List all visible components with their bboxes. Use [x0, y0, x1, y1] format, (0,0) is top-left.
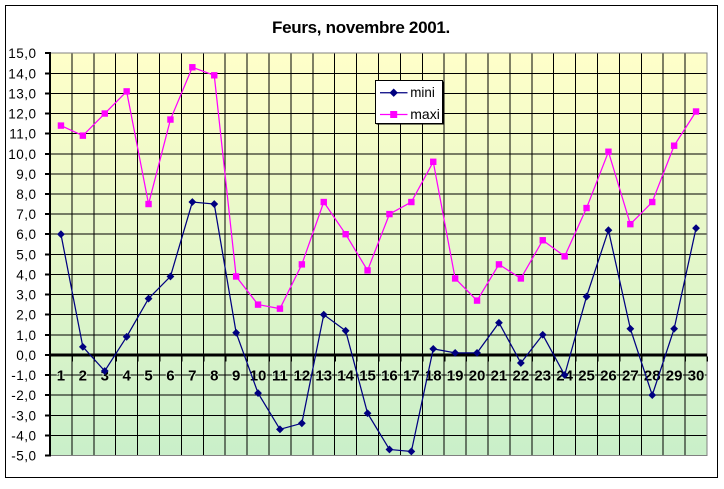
svg-text:1: 1 — [57, 368, 65, 385]
svg-text:-1,0: -1,0 — [11, 368, 36, 383]
svg-text:13: 13 — [315, 368, 332, 385]
svg-text:-2,0: -2,0 — [11, 388, 36, 403]
svg-text:17: 17 — [403, 368, 420, 385]
svg-text:14: 14 — [337, 368, 354, 385]
svg-text:11: 11 — [272, 368, 288, 385]
svg-text:9: 9 — [232, 368, 240, 385]
svg-text:8: 8 — [210, 368, 218, 385]
svg-text:21: 21 — [491, 368, 508, 385]
svg-text:9,0: 9,0 — [16, 167, 36, 182]
svg-text:7,0: 7,0 — [16, 207, 36, 222]
svg-text:12,0: 12,0 — [8, 107, 36, 122]
svg-text:0,0: 0,0 — [16, 348, 36, 363]
svg-text:23: 23 — [534, 368, 551, 385]
svg-text:6: 6 — [166, 368, 174, 385]
svg-text:13,0: 13,0 — [8, 86, 36, 101]
svg-text:maxi: maxi — [410, 106, 440, 122]
svg-text:30: 30 — [688, 368, 705, 385]
svg-text:Feurs, novembre 2001.: Feurs, novembre 2001. — [272, 18, 450, 37]
svg-text:29: 29 — [666, 368, 683, 385]
svg-text:12: 12 — [294, 368, 311, 385]
svg-text:26: 26 — [600, 368, 617, 385]
svg-text:15,0: 15,0 — [8, 46, 36, 61]
svg-text:25: 25 — [578, 368, 595, 385]
svg-text:20: 20 — [469, 368, 486, 385]
svg-text:7: 7 — [188, 368, 196, 385]
svg-text:3,0: 3,0 — [16, 288, 36, 303]
svg-text:1,0: 1,0 — [16, 328, 36, 343]
svg-text:5: 5 — [144, 368, 152, 385]
svg-text:4: 4 — [122, 368, 131, 385]
svg-text:3: 3 — [101, 368, 109, 385]
svg-text:4,0: 4,0 — [16, 267, 36, 282]
svg-text:11,0: 11,0 — [9, 127, 36, 142]
svg-text:mini: mini — [410, 84, 435, 100]
svg-text:-5,0: -5,0 — [11, 448, 36, 463]
svg-text:6,0: 6,0 — [16, 227, 36, 242]
svg-text:27: 27 — [622, 368, 639, 385]
svg-text:8,0: 8,0 — [16, 187, 36, 202]
svg-text:2,0: 2,0 — [16, 308, 36, 323]
svg-text:14,0: 14,0 — [8, 66, 36, 81]
svg-text:-3,0: -3,0 — [11, 408, 36, 423]
svg-text:16: 16 — [381, 368, 398, 385]
svg-text:19: 19 — [447, 368, 464, 385]
svg-text:2: 2 — [79, 368, 87, 385]
svg-text:-4,0: -4,0 — [11, 428, 36, 443]
svg-text:22: 22 — [513, 368, 530, 385]
svg-text:15: 15 — [359, 368, 376, 385]
svg-text:10,0: 10,0 — [8, 147, 36, 162]
svg-text:5,0: 5,0 — [16, 247, 36, 262]
